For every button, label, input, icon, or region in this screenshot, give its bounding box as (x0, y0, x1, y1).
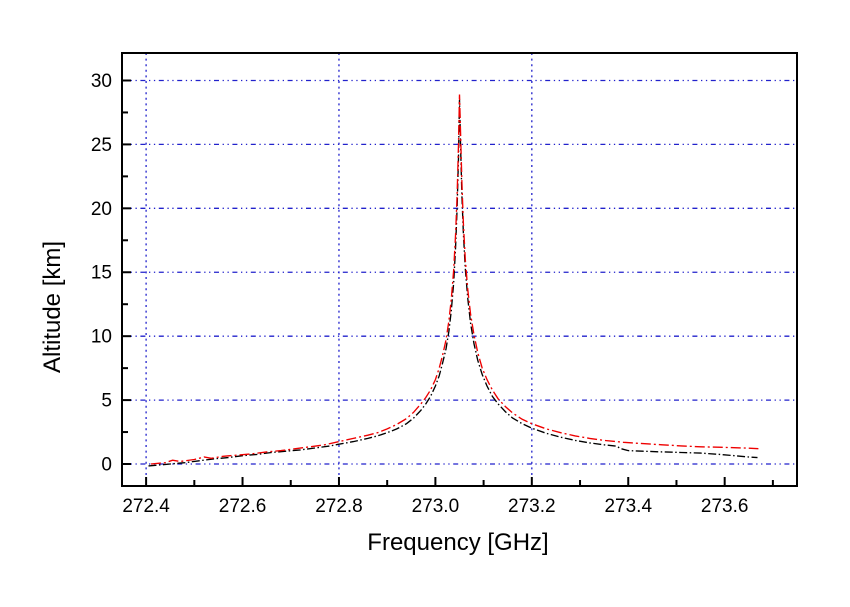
series-layer (148, 94, 759, 467)
y-axis-tick-label: 30 (91, 71, 112, 92)
y-axis-tick-label: 10 (91, 327, 112, 348)
x-axis-tick-label: 272.6 (219, 496, 267, 517)
x-axis-tick-label: 273.6 (701, 496, 749, 517)
axis-layer: 272.4 272.6 272.8 273.0 273.2 273.4 273.6 0 5 10 1… (91, 52, 798, 517)
x-axis-tick-label: 273.0 (412, 496, 460, 517)
y-axis-tick-label: 15 (91, 263, 112, 284)
y-axis-tick-label: 20 (91, 199, 112, 220)
grid-layer (122, 53, 797, 486)
y-axis-tick-label: 25 (91, 135, 112, 156)
x-axis-tick-label: 273.4 (604, 496, 652, 517)
series-red-line (150, 94, 759, 465)
x-axis-title: Frequency [GHz] (367, 529, 548, 556)
x-axis-tick-label: 272.4 (122, 496, 170, 517)
y-axis-title: Altitude [km] (39, 241, 66, 373)
x-axis-tick-label: 272.8 (315, 496, 363, 517)
y-axis-tick-label: 5 (101, 391, 112, 412)
plot-border (121, 52, 798, 487)
x-axis-tick-label: 273.2 (508, 496, 556, 517)
y-axis-tick-label: 0 (101, 455, 112, 476)
